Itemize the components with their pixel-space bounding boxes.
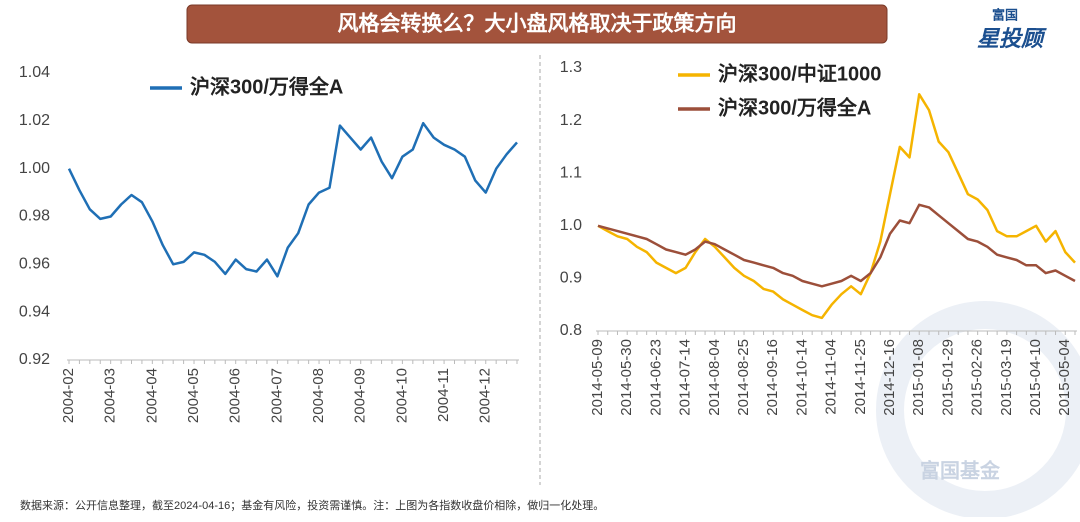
x-tick-label: 2014-11-04 xyxy=(823,339,840,415)
x-tick-label: 2015-03-19 xyxy=(998,339,1015,416)
y-tick-label: 0.9 xyxy=(560,270,582,287)
y-tick-label: 1.0 xyxy=(560,217,582,234)
legend-label: 沪深300/万得全A xyxy=(718,95,871,119)
x-tick-label: 2015-05-04 xyxy=(1056,339,1073,416)
x-tick-label: 2014-10-14 xyxy=(793,339,810,416)
series-line xyxy=(597,93,1076,320)
x-tick-label: 2014-12-16 xyxy=(881,339,898,416)
legend-label: 沪深300/万得全A xyxy=(190,74,343,98)
logo-top: 富国 xyxy=(992,7,1018,22)
title-banner xyxy=(186,4,888,44)
x-tick-label: 2014-08-25 xyxy=(735,339,752,416)
y-tick-label: 0.8 xyxy=(560,322,582,339)
watermark: 富国基金 xyxy=(920,458,1001,482)
y-tick-label: 1.04 xyxy=(19,64,50,81)
y-tick-label: 0.94 xyxy=(19,303,50,320)
x-tick-label: 2014-11-25 xyxy=(852,339,869,415)
x-tick-label: 2004-10 xyxy=(393,368,410,423)
x-tick-label: 2004-06 xyxy=(227,368,244,423)
watermark-circle xyxy=(876,301,1080,519)
x-tick-label: 2015-04-10 xyxy=(1027,339,1044,416)
y-tick-label: 0.92 xyxy=(19,351,50,368)
x-tick-label: 2004-09 xyxy=(352,368,369,423)
x-tick-label: 2004-11 xyxy=(435,368,452,422)
logo-main: 星投顾 xyxy=(977,26,1047,51)
x-tick-label: 2004-02 xyxy=(60,368,77,423)
y-tick-label: 1.3 xyxy=(560,59,582,76)
y-tick-label: 1.02 xyxy=(19,112,50,129)
title: 风格会转换么？大小盘风格取决于政策方向 xyxy=(338,12,737,36)
footnote: 数据来源：公开信息整理，截至2024-04-16；基金有风险，投资需谨慎。注：上… xyxy=(20,498,604,512)
legend-label: 沪深300/中证1000 xyxy=(718,61,881,85)
series-line xyxy=(597,203,1076,288)
x-tick-label: 2014-06-23 xyxy=(647,339,664,416)
x-tick-label: 2015-01-08 xyxy=(910,339,927,416)
x-tick-label: 2015-01-29 xyxy=(939,339,956,416)
x-tick-label: 2014-07-14 xyxy=(677,339,694,416)
y-tick-label: 1.1 xyxy=(560,164,582,181)
x-tick-label: 2014-08-04 xyxy=(706,339,723,416)
y-tick-label: 0.96 xyxy=(19,256,50,273)
x-tick-label: 2014-09-16 xyxy=(764,339,781,416)
x-tick-label: 2015-02-26 xyxy=(969,339,986,416)
series-line xyxy=(67,121,518,278)
x-tick-label: 2004-08 xyxy=(310,368,327,423)
x-tick-label: 2004-07 xyxy=(268,368,285,423)
x-tick-label: 2004-05 xyxy=(185,368,202,423)
y-tick-label: 1.00 xyxy=(19,160,50,177)
x-tick-label: 2004-12 xyxy=(477,368,494,423)
y-tick-label: 0.98 xyxy=(19,208,50,225)
x-tick-label: 2014-05-09 xyxy=(589,339,606,416)
x-tick-label: 2004-03 xyxy=(102,368,119,423)
x-tick-label: 2014-05-30 xyxy=(618,339,635,416)
y-tick-label: 1.2 xyxy=(560,112,582,129)
x-tick-label: 2004-04 xyxy=(143,368,160,423)
